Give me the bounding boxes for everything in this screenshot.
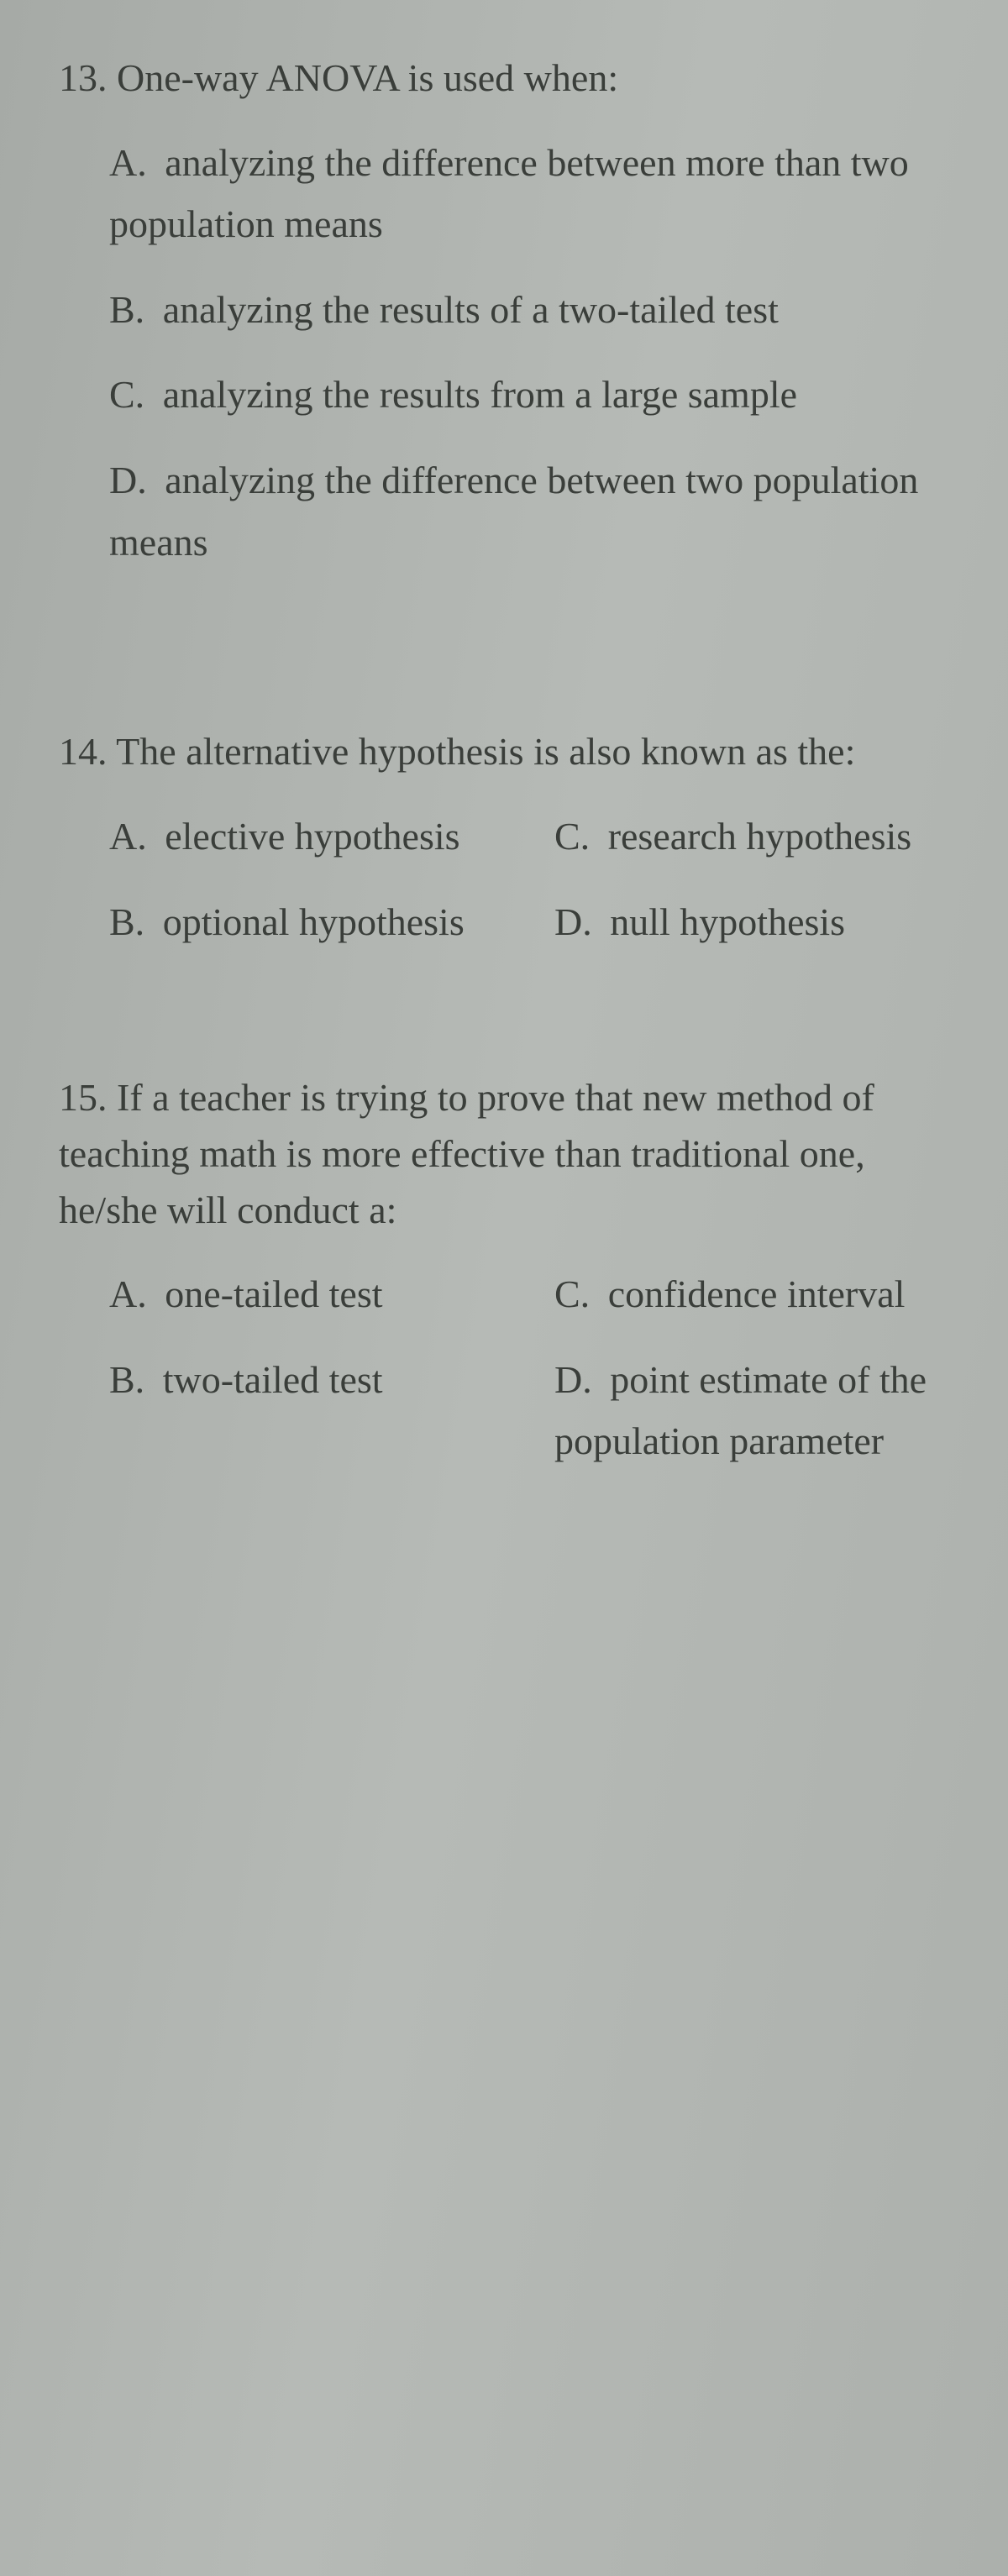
option-c: C. analyzing the results from a large sa…: [109, 364, 932, 426]
question-number: 15.: [59, 1076, 108, 1119]
question-stem: 13. One-way ANOVA is used when:: [59, 50, 932, 107]
option-c: C. confidence interval: [554, 1263, 932, 1325]
option-text: research hypothesis: [608, 815, 912, 858]
option-label: B.: [109, 900, 144, 943]
options-list: A. analyzing the difference between more…: [59, 132, 932, 574]
option-b: B. optional hypothesis: [109, 891, 487, 953]
option-label: B.: [109, 1358, 144, 1401]
option-c: C. research hypothesis: [554, 805, 932, 868]
question-15: 15. If a teacher is trying to prove that…: [59, 1070, 932, 1472]
option-d: D. null hypothesis: [554, 891, 932, 953]
question-number: 14.: [59, 730, 108, 773]
question-text: One-way ANOVA is used when:: [117, 56, 618, 99]
option-text: confidence interval: [608, 1272, 906, 1315]
question-stem: 14. The alternative hypothesis is also k…: [59, 724, 932, 780]
question-13: 13. One-way ANOVA is used when: A. analy…: [59, 50, 932, 573]
option-text: two-tailed test: [163, 1358, 383, 1401]
option-label: A.: [109, 815, 147, 858]
option-text: analyzing the results of a two-tailed te…: [163, 288, 779, 331]
options-list: A. elective hypothesis C. research hypot…: [59, 805, 932, 952]
option-d: D. point estimate of the population para…: [554, 1349, 932, 1472]
option-label: A.: [109, 141, 147, 184]
option-label: C.: [554, 1272, 590, 1315]
option-label: D.: [554, 1358, 592, 1401]
question-stem: 15. If a teacher is trying to prove that…: [59, 1070, 932, 1238]
option-d: D. analyzing the difference between two …: [109, 449, 932, 573]
option-b: B. two-tailed test: [109, 1349, 487, 1472]
question-text: The alternative hypothesis is also known…: [116, 730, 855, 773]
option-label: B.: [109, 288, 144, 331]
option-text: optional hypothesis: [163, 900, 465, 943]
option-a: A. analyzing the difference between more…: [109, 132, 932, 255]
option-text: analyzing the results from a large sampl…: [163, 373, 797, 416]
question-text: If a teacher is trying to prove that new…: [59, 1076, 874, 1230]
option-text: null hypothesis: [610, 900, 845, 943]
option-text: analyzing the difference between more th…: [109, 141, 909, 246]
exam-page: 13. One-way ANOVA is used when: A. analy…: [0, 0, 1008, 2576]
option-text: point estimate of the population paramet…: [554, 1358, 927, 1463]
option-b: B. analyzing the results of a two-tailed…: [109, 279, 932, 341]
option-a: A. one-tailed test: [109, 1263, 487, 1325]
question-14: 14. The alternative hypothesis is also k…: [59, 724, 932, 952]
option-text: one-tailed test: [165, 1272, 382, 1315]
option-text: analyzing the difference between two pop…: [109, 459, 918, 564]
option-label: D.: [109, 459, 147, 501]
options-list: A. one-tailed test C. confidence interva…: [59, 1263, 932, 1472]
option-label: C.: [554, 815, 590, 858]
option-label: C.: [109, 373, 144, 416]
option-label: D.: [554, 900, 592, 943]
option-a: A. elective hypothesis: [109, 805, 487, 868]
option-text: elective hypothesis: [165, 815, 459, 858]
question-number: 13.: [59, 56, 108, 99]
option-label: A.: [109, 1272, 147, 1315]
